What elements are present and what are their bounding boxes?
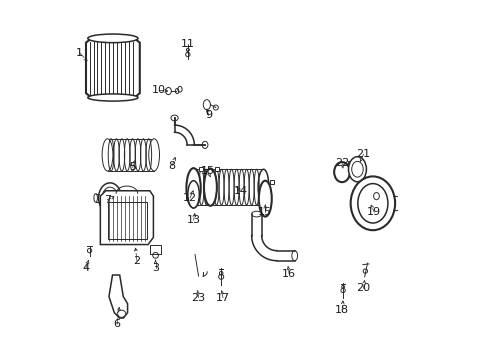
FancyBboxPatch shape	[199, 167, 203, 171]
Polygon shape	[109, 275, 127, 318]
Text: 11: 11	[181, 39, 194, 49]
Text: 17: 17	[216, 293, 229, 303]
Ellipse shape	[188, 169, 199, 205]
Text: 18: 18	[334, 305, 348, 315]
Ellipse shape	[203, 168, 217, 206]
Text: 9: 9	[204, 111, 212, 121]
Ellipse shape	[187, 181, 199, 208]
Text: 16: 16	[282, 269, 296, 279]
Text: 19: 19	[366, 207, 381, 217]
Text: 23: 23	[191, 293, 205, 303]
FancyBboxPatch shape	[269, 180, 274, 184]
Ellipse shape	[102, 139, 113, 171]
Polygon shape	[100, 191, 153, 244]
Text: 12: 12	[183, 193, 197, 203]
Text: 15: 15	[201, 166, 215, 176]
Text: 20: 20	[356, 283, 370, 293]
Ellipse shape	[258, 181, 271, 217]
Ellipse shape	[350, 176, 394, 230]
Ellipse shape	[348, 157, 366, 182]
Text: 4: 4	[82, 263, 89, 273]
Polygon shape	[86, 39, 140, 98]
Text: 10: 10	[152, 85, 166, 95]
FancyBboxPatch shape	[215, 167, 219, 171]
Ellipse shape	[148, 139, 159, 171]
Text: 14: 14	[233, 186, 247, 197]
Text: 13: 13	[186, 215, 200, 225]
Text: 1: 1	[76, 48, 83, 58]
Text: 3: 3	[152, 263, 159, 273]
Ellipse shape	[99, 183, 121, 213]
Text: 8: 8	[168, 161, 175, 171]
Text: 6: 6	[114, 319, 121, 329]
Ellipse shape	[203, 100, 210, 110]
Text: 22: 22	[334, 158, 348, 168]
Text: 5: 5	[129, 162, 136, 172]
Text: 15: 15	[258, 207, 272, 217]
Ellipse shape	[186, 168, 201, 208]
Ellipse shape	[258, 169, 268, 205]
Text: 2: 2	[133, 256, 140, 266]
Ellipse shape	[333, 162, 349, 182]
Ellipse shape	[88, 94, 138, 101]
FancyBboxPatch shape	[150, 245, 161, 254]
Text: 7: 7	[104, 195, 111, 205]
Ellipse shape	[88, 34, 138, 42]
FancyBboxPatch shape	[348, 161, 352, 164]
Text: 21: 21	[356, 149, 370, 159]
